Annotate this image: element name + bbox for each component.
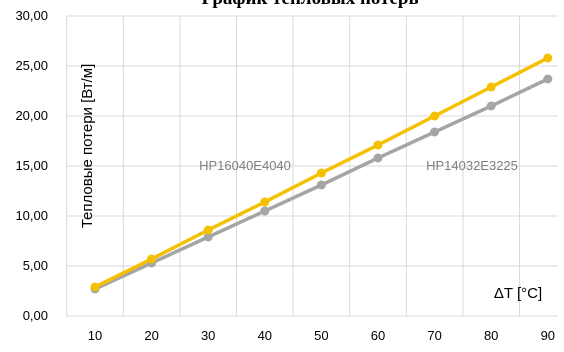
data-point-hp16040e4040 [203, 225, 213, 235]
y-tick-label: 30,00 [15, 8, 48, 23]
data-point-hp14032e3225 [543, 74, 553, 84]
data-point-hp16040e4040 [90, 282, 100, 292]
x-tick-label: 20 [144, 328, 158, 343]
data-point-hp14032e3225 [260, 206, 270, 216]
data-point-hp16040e4040 [543, 53, 553, 63]
series-label-hp16040e4040: HP16040E4040 [199, 158, 291, 173]
data-point-hp14032e3225 [203, 232, 213, 242]
x-tick-label: 40 [258, 328, 272, 343]
data-point-hp14032e3225 [486, 101, 496, 111]
x-tick-label: 70 [427, 328, 441, 343]
x-axis-ticks: 10 20 30 40 50 60 70 80 90 [88, 328, 555, 343]
data-point-hp16040e4040 [430, 111, 440, 121]
x-tick-label: 90 [541, 328, 555, 343]
x-tick-label: 30 [201, 328, 215, 343]
grid-lines [66, 15, 558, 317]
x-tick-label: 10 [88, 328, 102, 343]
y-tick-label: 5,00 [23, 258, 48, 273]
data-point-hp16040e4040 [316, 168, 326, 178]
data-point-hp14032e3225 [316, 180, 326, 190]
y-axis-ticks: 0,00 5,00 10,00 15,00 20,00 25,00 30,00 [15, 8, 48, 323]
data-point-hp16040e4040 [373, 140, 383, 150]
y-tick-label: 10,00 [15, 208, 48, 223]
x-tick-label: 50 [314, 328, 328, 343]
x-tick-label: 80 [484, 328, 498, 343]
y-axis-label: Тепловые потери [Вт/м] [79, 64, 96, 229]
data-point-hp14032e3225 [430, 127, 440, 137]
y-tick-label: 0,00 [23, 308, 48, 323]
series-label-hp14032e3225: HP14032E3225 [426, 158, 518, 173]
x-tick-label: 60 [371, 328, 385, 343]
data-point-hp16040e4040 [260, 197, 270, 207]
series-layer [90, 53, 553, 294]
data-point-hp16040e4040 [486, 82, 496, 92]
y-tick-label: 15,00 [15, 158, 48, 173]
data-point-hp14032e3225 [373, 153, 383, 163]
chart-title: График тепловых потерь [201, 0, 418, 9]
y-tick-label: 25,00 [15, 58, 48, 73]
y-tick-label: 20,00 [15, 108, 48, 123]
x-axis-label: ΔT [°C] [494, 285, 542, 302]
data-point-hp16040e4040 [147, 254, 157, 264]
